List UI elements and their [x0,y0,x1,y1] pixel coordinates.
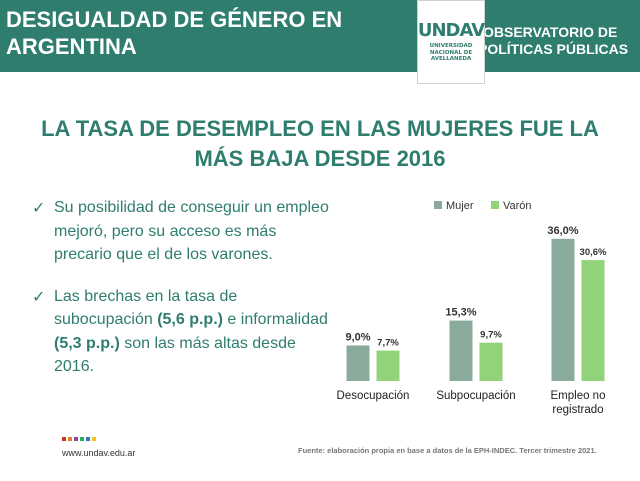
category-label: Empleo no [551,390,606,402]
logo-text-line3: AVELLANEDA [430,56,472,63]
footer-source: Fuente: elaboración propia en base a dat… [298,446,597,455]
checkmark-icon: ✓ [32,198,46,217]
legend-swatch [491,201,499,209]
footer-dot [62,437,66,441]
header-observatorio: OBSERVATORIO DE POLÍTICAS PÚBLICAS [478,24,638,58]
page-title-line1: LA TASA DE DESEMPLEO EN LAS MUJERES FUE … [41,116,599,141]
footer-url: www.undav.edu.ar [62,448,136,458]
data-label: 9,0% [345,331,370,343]
header-title: DESIGUALDAD DE GÉNERO EN ARGENTINA [6,6,406,60]
legend-label: Varón [503,200,532,212]
legend-label: Mujer [446,200,474,212]
bar [376,350,400,381]
bullet-text-bold: (5,3 p.p.) [54,334,120,352]
category-label: Subpocupación [436,390,515,402]
bullet-text-part: e informalidad [222,311,328,328]
bar [449,320,473,381]
checkmark-icon: ✓ [32,286,46,306]
header-band [0,0,640,72]
logo-text-line1: UNIVERSIDAD [429,43,473,50]
bullet-text-part: Las brechas en la tasa de subocupación [54,287,238,329]
bullet-text: Las brechas en la tasa de subocupación (… [54,285,332,379]
bar [479,342,503,381]
bullet-text-part: son las más altas desde 2016. [54,334,296,376]
bar [581,260,605,381]
page-title: LA TASA DE DESEMPLEO EN LAS MUJERES FUE … [20,114,620,174]
footer-dots [62,437,96,441]
bullet-text: Su posibilidad de conseguir un empleo me… [54,199,329,263]
footer-dot [68,437,72,441]
category-label: Desocupación [337,390,410,402]
bar [551,238,575,381]
bullet-text-bold: (5,6 p.p.) [157,311,223,328]
bullet-item: ✓ Las brechas en la tasa de subocupación… [32,285,332,379]
undav-logo: UNDAV UNIVERSIDAD NACIONAL DE AVELLANEDA [417,0,485,84]
logo-text-line2: NACIONAL DE [429,49,473,56]
footer-dot [86,437,90,441]
logo-mark: UNDAV [417,20,485,42]
header-right-line1: OBSERVATORIO DE [483,24,618,40]
header-right-line2: POLÍTICAS PÚBLICAS [478,41,629,57]
page-title-line2: MÁS BAJA DESDE 2016 [194,146,446,171]
bar [346,345,370,381]
logo-text: UNIVERSIDAD NACIONAL DE AVELLANEDA [430,43,473,63]
header-title-line2: ARGENTINA [6,34,137,59]
header-title-line1: DESIGUALDAD DE GÉNERO EN [6,7,343,32]
footer-dot [74,437,78,441]
footer-dot [80,437,84,441]
legend-swatch [434,201,442,209]
data-label: 30,6% [580,247,607,258]
data-label: 9,7% [480,330,502,341]
data-label: 7,7% [377,338,399,349]
data-label: 15,3% [445,307,476,319]
bullet-item: ✓ Su posibilidad de conseguir un empleo … [32,196,332,267]
bar-chart: Mujer Varón 9,0% 7,7% Desocupación 15,3% 9,7% S… [337,200,607,416]
bullet-list: ✓ Su posibilidad de conseguir un empleo … [32,196,332,397]
data-label: 36,0% [547,225,578,237]
footer-dot [92,437,96,441]
category-label: registrado [552,404,603,416]
